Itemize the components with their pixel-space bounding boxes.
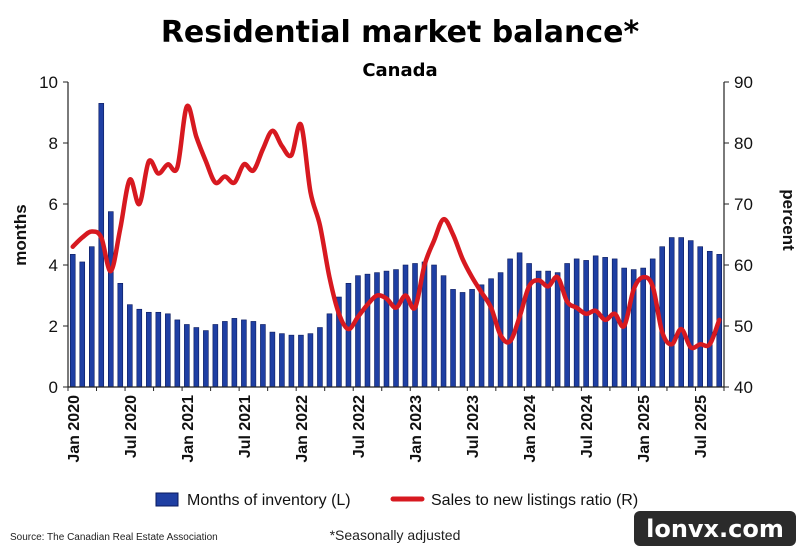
inventory-bar [668,237,675,388]
y-axis-right-label: percent [779,189,798,251]
inventory-bar [592,255,599,388]
inventory-bar [231,318,238,388]
inventory-bar [69,254,76,388]
x-tick-label: Jul 2021 [237,395,254,458]
x-tick-label: Jan 2020 [66,395,83,463]
inventory-bar [288,334,295,388]
x-tick-label: Jan 2023 [408,395,425,463]
y-left-tick-label: 8 [49,134,58,153]
inventory-bar [108,211,114,388]
y-left-tick-label: 0 [49,378,58,397]
legend-label-inventory: Months of inventory (L) [187,492,351,509]
inventory-bar [326,313,333,388]
inventory-bar [117,282,124,388]
inventory-bar [193,327,200,388]
inventory-bar [640,267,646,388]
axes: 0 2 4 6 8 10 40 50 60 70 80 90 Jan 2020 Jul 2020 Jan 2… [39,73,753,463]
inventory-bar [203,330,209,388]
inventory-bar [450,289,456,388]
inventory-bar [535,270,542,388]
inventory-bar [478,284,485,388]
inventory-bar [184,324,190,388]
inventory-bar [279,333,285,388]
seasonal-footnote: *Seasonally adjusted [330,527,461,543]
inventory-bar [706,250,713,388]
inventory-bar [459,292,466,388]
watermark-badge: lonvx.com [634,511,796,546]
inventory-bar [583,260,589,388]
inventory-bar [269,331,276,388]
inventory-bar [402,264,409,388]
inventory-bar [649,258,656,388]
inventory-bar [317,327,323,388]
inventory-bar [412,263,418,388]
x-tick-label: Jan 2021 [180,395,197,463]
inventory-bar [507,258,513,388]
inventory-bar [136,308,143,388]
x-tick-label: Jul 2023 [465,395,482,458]
inventory-bar [364,273,371,388]
watermark-text: lonvx.com [646,515,784,543]
x-tick-label: Jul 2020 [123,395,140,458]
inventory-bar [260,324,266,388]
chart-subtitle: Canada [362,60,437,81]
inventory-bar [79,261,86,388]
inventory-bar [431,264,437,388]
y-left-tick-label: 10 [39,73,58,92]
y-right-tick-label: 60 [734,256,753,275]
inventory-bar [602,257,608,388]
inventory-bar [687,240,694,388]
inventory-bar [440,275,447,388]
x-tick-label: Jan 2022 [294,395,311,463]
inventory-bar [393,269,399,388]
x-tick-label: Jan 2024 [522,395,539,463]
x-tick-label: Jul 2025 [693,395,710,458]
inventory-bar [611,258,618,388]
inventory-bar [155,311,162,388]
legend-label-ratio: Sales to new listings ratio (R) [431,492,638,509]
inventory-bar [488,278,494,388]
inventory-bar [127,304,133,388]
inventory-bar [345,282,352,388]
x-tick-label: Jul 2022 [351,395,368,458]
y-left-tick-label: 6 [49,195,58,214]
legend-swatch-inventory [155,492,179,507]
y-right-tick-label: 70 [734,195,753,214]
ratio-line [70,103,722,351]
inventory-bar [374,272,380,388]
inventory-bar [697,246,704,388]
inventory-bar [355,275,361,388]
inventory-bar [678,237,684,388]
y-axis-left-label: months [11,204,30,265]
y-right-tick-label: 80 [734,134,753,153]
y-right-tick-label: 50 [734,317,753,336]
y-right-tick-label: 90 [734,73,753,92]
inventory-bar [564,263,570,388]
inventory-bar [165,313,171,388]
ratio-line-path [70,103,722,351]
inventory-bar [469,289,475,388]
chart-title: Residential market balance* [161,15,640,50]
y-left-tick-label: 2 [49,317,58,336]
inventory-bar [307,333,314,388]
y-right-tick-label: 40 [734,378,753,397]
inventory-bar [212,324,219,388]
inventory-bar [298,334,304,388]
inventory-bar [250,321,257,388]
legend: Months of inventory (L) Sales to new lis… [155,492,638,509]
inventory-bar [174,319,181,388]
inventory-bar [146,311,152,388]
inventory-bar [89,246,95,388]
inventory-bar [383,270,390,388]
source-note: Source: The Canadian Real Estate Associa… [10,532,218,543]
y-left-tick-label: 4 [49,256,58,275]
inventory-bar [222,321,228,388]
x-tick-label: Jul 2024 [579,395,596,458]
inventory-bar [241,319,247,388]
x-tick-label: Jan 2025 [636,395,653,463]
inventory-bar [554,272,561,388]
inventory-bar [573,258,580,388]
